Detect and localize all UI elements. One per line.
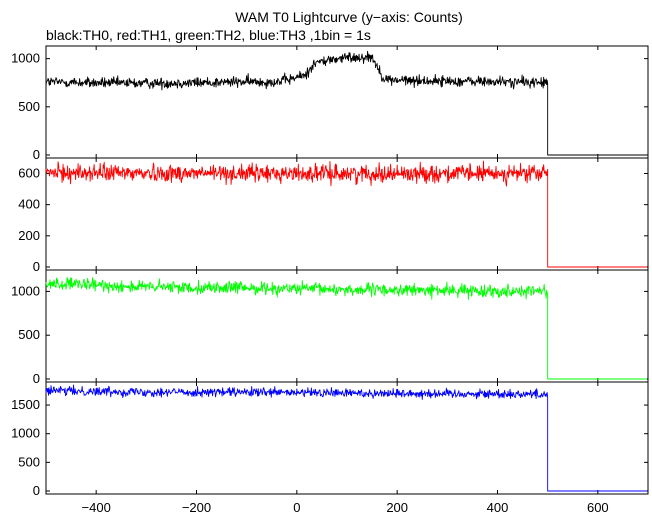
y-tick-label: 1000 <box>11 283 40 298</box>
y-tick-label: 600 <box>18 165 40 180</box>
x-tick-label: −400 <box>82 500 111 515</box>
y-tick-label: 1000 <box>11 51 40 66</box>
y-tick-label: 500 <box>18 454 40 469</box>
chart-subtitle: black:TH0, red:TH1, green:TH2, blue:TH3 … <box>46 27 371 43</box>
series-line-th2 <box>45 276 647 380</box>
x-tick-label: 400 <box>487 500 509 515</box>
y-tick-label: 1000 <box>11 426 40 441</box>
x-tick-label: −200 <box>182 500 211 515</box>
panel-frame <box>45 45 649 159</box>
x-tick-label: 600 <box>587 500 609 515</box>
y-tick-label: 0 <box>33 259 40 274</box>
panel-th2: 0 500 1000 <box>11 269 649 386</box>
panel-th1: 0 200 400 600 <box>18 157 649 274</box>
series-line-th0 <box>45 50 647 156</box>
y-tick-label: 0 <box>33 147 40 162</box>
y-tick-label: 200 <box>18 228 40 243</box>
panel-th0: 0 500 1000 <box>11 45 649 162</box>
x-tick-label: 0 <box>293 500 300 515</box>
chart-title: WAM T0 Lightcurve (y−axis: Counts) <box>235 9 463 25</box>
series-line-th3 <box>45 384 647 492</box>
y-tick-label: 400 <box>18 197 40 212</box>
x-axis: −400 −200 0 200 400 600 <box>82 500 609 515</box>
x-tick-label: 200 <box>386 500 408 515</box>
y-tick-label: 1500 <box>11 397 40 412</box>
y-tick-label: 0 <box>33 371 40 386</box>
y-tick-label: 500 <box>18 99 40 114</box>
panel-th3: 0 500 1000 1500 <box>11 381 649 498</box>
series-line-th1 <box>45 160 647 268</box>
panel-frame <box>45 381 649 495</box>
panels: 0 500 1000 0 200 400 600 0 500 1000 0 500 1000 1500 <box>11 45 649 498</box>
y-tick-label: 500 <box>18 327 40 342</box>
y-tick-label: 0 <box>33 483 40 498</box>
